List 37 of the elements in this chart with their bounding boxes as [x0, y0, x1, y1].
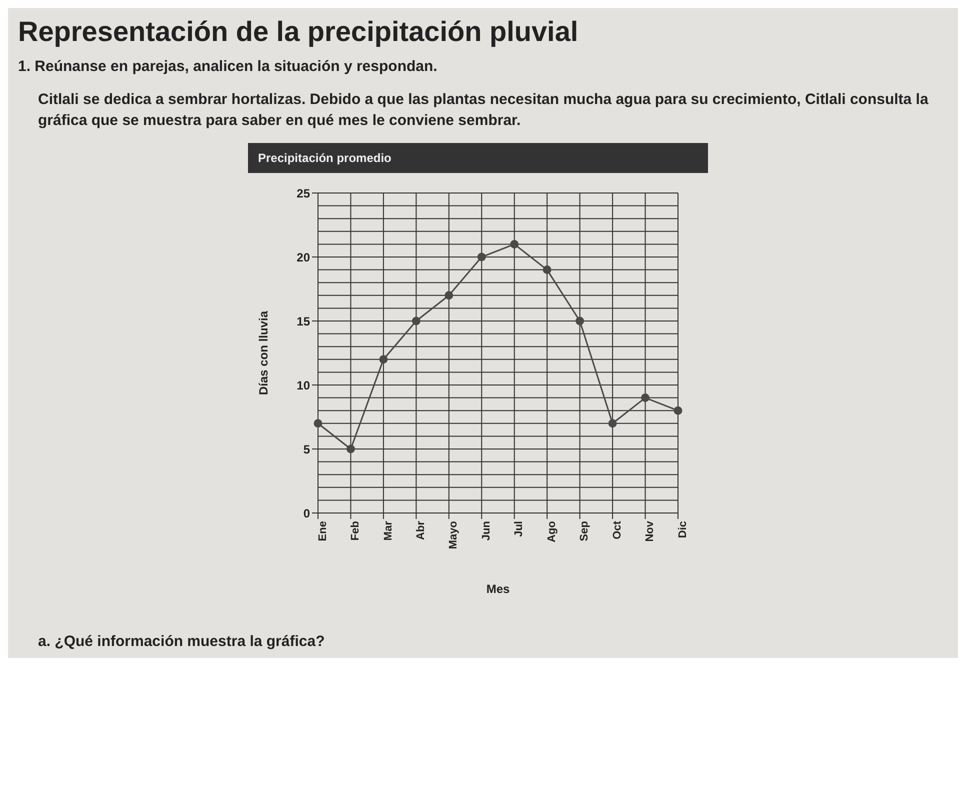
- x-tick-label: Dic: [676, 521, 689, 538]
- point: [542, 266, 552, 274]
- y-tick-label: 5: [303, 442, 310, 456]
- point: [346, 444, 355, 454]
- y-tick-label: 10: [296, 378, 310, 392]
- text: 1. Reúnanse en parejas, analicen la situación y respondan.: [18, 58, 438, 75]
- point: [444, 291, 454, 300]
- y-tick-label: 25: [296, 186, 310, 200]
- point: [477, 252, 486, 262]
- point: [379, 355, 388, 364]
- x-tick-label: Mar: [382, 520, 394, 541]
- y-tick-label: 15: [296, 314, 310, 328]
- text: Representación de la precipitación pluvial: [18, 16, 580, 48]
- x-tick-label: Abr: [414, 520, 427, 540]
- x-tick-label: Jul: [513, 521, 526, 537]
- text: a. ¿Qué información muestra la gráfica?: [38, 633, 326, 650]
- y-axis-title: Días con lluvia: [256, 310, 270, 396]
- x-tick-label: Nov: [644, 520, 656, 542]
- x-axis-title: Mes: [486, 582, 510, 596]
- x-tick-label: Ago: [546, 520, 558, 542]
- point: [641, 394, 650, 402]
- y-tick-label: 0: [303, 506, 310, 520]
- text: Citlali se dedica a sembrar hortalizas. Debido a que las plantas necesitan mucha agua para su crecimiento, Citlali consulta la gráfica que se muestra para saber en qué mes le conviene sembrar.: [38, 90, 930, 131]
- x-tick-label: Ene: [316, 521, 329, 542]
- point: [314, 419, 322, 428]
- x-tick-label: Oct: [611, 520, 624, 540]
- point: [510, 240, 519, 248]
- chart-title: Precipitación promedio: [248, 143, 708, 173]
- y-tick-label: 20: [296, 250, 310, 264]
- x-tick-label: Jun: [480, 520, 492, 541]
- point: [674, 406, 682, 415]
- x-tick-label: Feb: [350, 520, 362, 541]
- x-tick-label: Mayo: [448, 520, 460, 550]
- x-tick-label: Sep: [578, 520, 591, 542]
- point: [576, 316, 584, 326]
- point: [608, 419, 617, 428]
- point: [412, 316, 420, 326]
